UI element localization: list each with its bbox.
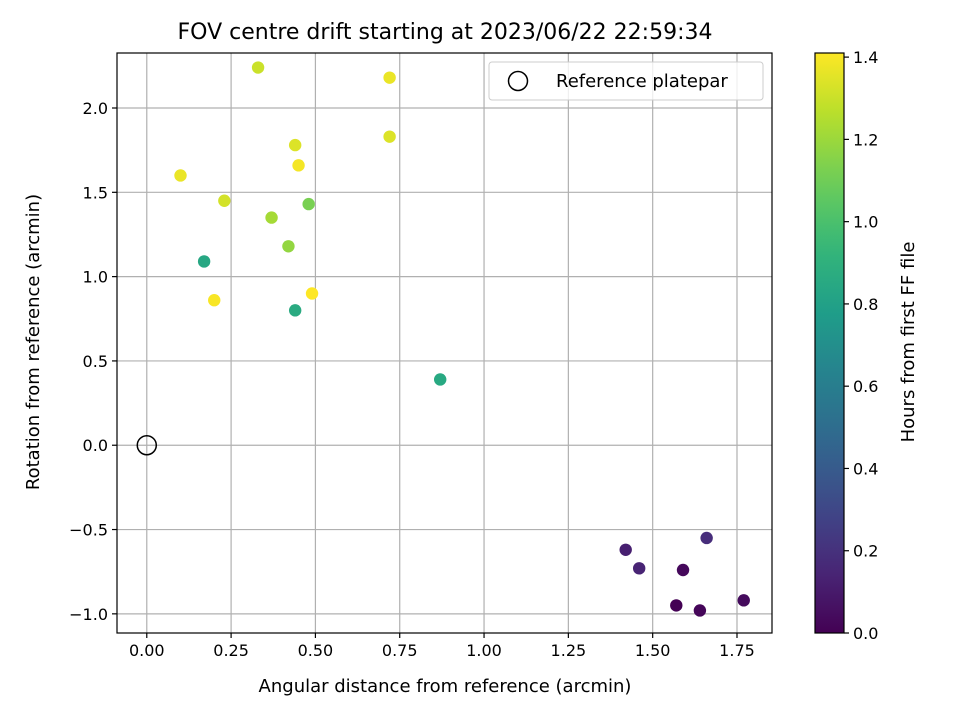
data-point — [305, 287, 319, 300]
y-tick-label: 1.5 — [83, 183, 108, 202]
data-point — [619, 543, 632, 556]
data-point — [292, 159, 305, 172]
x-tick-label: 0.25 — [213, 641, 249, 660]
data-point — [737, 594, 750, 607]
data-point — [265, 211, 278, 224]
legend-entry-reference-platepar: Reference platepar — [556, 71, 728, 92]
x-tick-label: 0.75 — [382, 641, 418, 660]
data-point — [288, 138, 302, 152]
x-tick-label: 1.50 — [635, 641, 671, 660]
x-tick-label: 1.75 — [719, 641, 755, 660]
data-point — [302, 197, 315, 211]
colorbar-strip — [814, 52, 845, 634]
y-tick-label: 2.0 — [83, 99, 108, 118]
x-axis-label: Angular distance from reference (arcmin) — [259, 676, 632, 697]
colorbar: 0.0 0.2 0.4 0.6 0.8 1.0 1.2 1.4 — [814, 48, 878, 643]
colorbar-tick-label: 1.4 — [853, 48, 878, 67]
y-tick-label: −1.0 — [69, 605, 108, 624]
y-tick-label: 0.0 — [83, 436, 108, 455]
data-point — [670, 599, 683, 612]
data-point — [282, 240, 295, 253]
colorbar-tick-label: 0.0 — [853, 624, 878, 643]
x-tick-label: 1.00 — [466, 641, 502, 660]
colorbar-tick-label: 0.2 — [853, 542, 878, 561]
data-point — [383, 71, 396, 84]
x-tick-label: 1.25 — [551, 641, 587, 660]
colorbar-tick-label: 0.8 — [853, 295, 878, 314]
y-axis-label: Rotation from reference (arcmin) — [23, 194, 44, 490]
x-tick-label: 0.50 — [298, 641, 334, 660]
data-point — [197, 255, 211, 268]
data-point — [693, 604, 707, 617]
data-point — [632, 562, 646, 575]
data-point — [251, 61, 265, 74]
chart-title: FOV centre drift starting at 2023/06/22 … — [178, 20, 713, 45]
data-point — [433, 373, 447, 386]
legend: Reference platepar — [488, 61, 764, 101]
colorbar-tick-label: 0.6 — [853, 377, 878, 396]
plot-area: 0.00 0.25 0.50 0.75 1.00 1.25 1.50 1.75 −1.0 −0.5… — [69, 52, 773, 660]
data-point — [383, 130, 396, 143]
colorbar-tick-label: 1.2 — [853, 130, 878, 149]
y-tick-label: 1.0 — [83, 268, 108, 287]
legend-reference-marker — [507, 70, 529, 92]
data-point — [208, 294, 221, 307]
data-point — [700, 531, 713, 545]
legend-box — [488, 61, 764, 101]
data-point — [174, 169, 187, 182]
x-tick-label: 0.00 — [129, 641, 165, 660]
reference-platepar-marker — [136, 434, 158, 456]
data-point — [676, 563, 690, 577]
y-tick-label: −0.5 — [69, 521, 108, 540]
colorbar-tick-label: 1.0 — [853, 213, 878, 232]
colorbar-tick-label: 0.4 — [853, 459, 878, 478]
data-point — [218, 194, 231, 207]
data-point — [288, 304, 302, 317]
colorbar-label: Hours from first FF file — [898, 242, 919, 443]
y-tick-label: 0.5 — [83, 352, 108, 371]
plot-frame — [116, 52, 773, 634]
